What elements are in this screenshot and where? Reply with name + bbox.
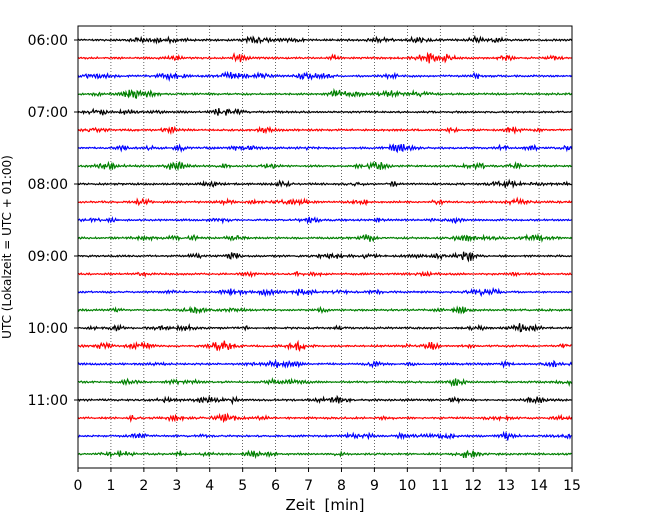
- seismic-trace: [77, 449, 572, 460]
- seismic-trace: [77, 270, 572, 279]
- x-tick-label: 2: [139, 478, 148, 494]
- x-axis: 0 1 2 3 4 5 6 7 8 9 10 11 12 13 14 15: [74, 468, 581, 494]
- y-tick-label: 09:00: [28, 249, 68, 265]
- y-tick-label: 11:00: [28, 393, 68, 409]
- x-tick-label: 4: [205, 478, 214, 494]
- x-tick-label: 7: [304, 478, 313, 494]
- seismic-trace: [77, 51, 572, 64]
- x-tick-label: 6: [271, 478, 280, 494]
- x-tick-label: 9: [370, 478, 379, 494]
- x-tick-label: 13: [497, 478, 515, 494]
- y-axis-label: UTC (Lokalzeit = UTC + 01:00): [0, 155, 14, 339]
- y-tick-label: 07:00: [28, 105, 68, 121]
- y-tick-label: 10:00: [28, 321, 68, 337]
- seismic-trace: [77, 394, 572, 406]
- x-tick-label: 12: [464, 478, 482, 494]
- seismic-trace: [77, 143, 573, 154]
- seismic-trace: [77, 233, 573, 243]
- x-axis-label: Zeit [min]: [285, 496, 364, 514]
- x-tick-label: 10: [398, 478, 416, 494]
- seismic-trace: [77, 359, 573, 369]
- plot-frame: [77, 25, 573, 469]
- seismic-trace: [77, 412, 573, 424]
- trace-group: [77, 34, 573, 460]
- seismic-trace: [77, 286, 572, 298]
- x-tick-label: 0: [74, 478, 83, 494]
- seismic-trace: [77, 216, 572, 225]
- seismic-trace: [77, 430, 572, 441]
- seismic-trace: [77, 196, 573, 207]
- seismic-trace: [77, 87, 573, 99]
- seismic-trace: [77, 107, 572, 116]
- x-tick-label: 11: [431, 478, 449, 494]
- y-tick-label: 06:00: [28, 33, 68, 49]
- seismic-trace: [77, 70, 572, 82]
- x-tick-label: 3: [172, 478, 181, 494]
- seismic-trace: [78, 376, 573, 388]
- seismic-trace: [77, 125, 573, 136]
- seismic-trace: [77, 251, 572, 263]
- seismic-trace: [77, 322, 572, 333]
- seismic-trace: [77, 339, 572, 353]
- seismic-trace: [77, 160, 572, 172]
- x-tick-label: 1: [106, 478, 115, 494]
- y-axis: 06:00 07:00 08:00 09:00 10:00 11:00: [28, 33, 78, 409]
- x-tick-label: 5: [238, 478, 247, 494]
- seismic-trace: [77, 178, 572, 189]
- x-tick-label: 15: [563, 478, 581, 494]
- x-tick-label: 8: [337, 478, 346, 494]
- seismic-trace: [77, 34, 573, 45]
- x-tick-label: 14: [530, 478, 548, 494]
- seismic-trace: [77, 305, 573, 315]
- y-tick-label: 08:00: [28, 177, 68, 193]
